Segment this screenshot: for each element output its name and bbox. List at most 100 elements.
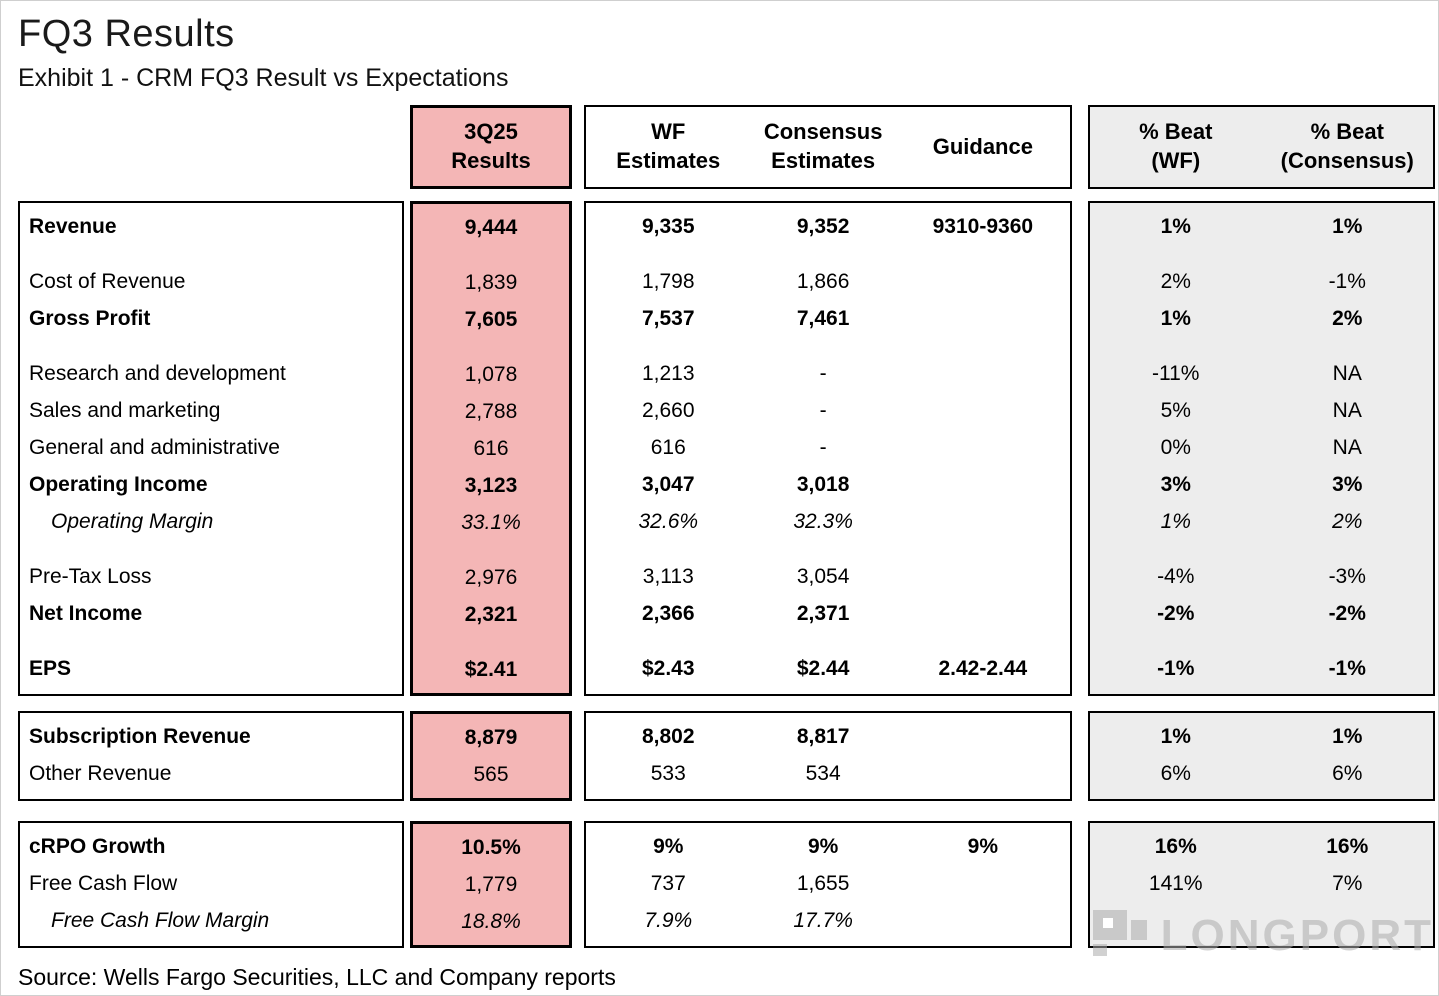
beat-values-row: 1% 1% [1090,208,1433,245]
beat-consensus-value: 2% [1332,509,1363,533]
beat-values-row: 5% NA [1090,392,1433,429]
header-estimates-group: WF Estimates Consensus Estimates Guidanc… [584,105,1072,189]
estimates-row: 3,047 3,018 [586,466,1070,503]
consensus-estimate-value: 1,866 [796,269,850,293]
row-label: Research and development [29,361,286,385]
table-header-row: 3Q25 Results WF Estimates Consensus Esti… [18,105,1438,189]
consensus-estimate-value: - [819,398,827,422]
estimates-row: 8,802 8,817 [586,718,1070,755]
table-section: Subscription Revenue Other Revenue 8,879 56… [18,711,1438,801]
estimates-row: $2.43 $2.44 2.42-2.44 [586,650,1070,687]
estimates-row: 1,213 - [586,355,1070,392]
beat-values-row: 6% 6% [1090,755,1433,792]
beat-consensus-value: NA [1332,435,1362,459]
table-section: cRPO Growth Free Cash Flow Free Cash Flow … [18,821,1438,948]
results-value: 3,123 [464,473,518,497]
estimates-row: 7.9% 17.7% [586,902,1070,939]
row-label: Cost of Revenue [29,269,186,293]
row-label: Gross Profit [29,306,151,330]
beat-consensus-value: NA [1332,398,1362,422]
consensus-estimate-value: 9% [807,834,839,858]
results-values-box: 10.5% 1,779 18.8% [410,821,572,948]
header-results-column: 3Q25 Results [410,105,572,189]
row-label: General and administrative [29,435,280,459]
spacer-row [413,541,569,559]
table-body: Revenue Cost of Revenue Gross Profit Resear… [18,201,1438,948]
beat-values-box: 16% 16% 141% 7% [1088,821,1435,948]
header-wf-estimates-label: WF Estimates [616,119,721,173]
estimates-values-box: 9% 9% 9% 737 1,655 7.9% 17.7% [584,821,1072,948]
guidance-value: 9310-9360 [932,214,1034,238]
beat-consensus-value: -1% [1328,656,1366,680]
consensus-estimate-value: 534 [805,761,841,785]
beat-values-row: 16% 16% [1090,828,1433,865]
beat-values-row: -1% -1% [1090,650,1433,687]
header-beat-wf-label: % Beat (WF) [1139,119,1213,173]
wf-estimate-value: 7.9% [644,908,693,932]
beat-values-row: 2% -1% [1090,263,1433,300]
estimates-row: 737 1,655 [586,865,1070,902]
wf-estimate-value: 737 [650,871,686,895]
spacer-row [20,337,402,355]
row-label: Net Income [29,601,143,625]
spacer-row [20,632,402,650]
beat-wf-value: 0% [1160,435,1191,459]
beat-consensus-value: 1% [1332,214,1363,238]
beat-values-row: 1% 2% [1090,503,1433,540]
exhibit-subtitle: Exhibit 1 - CRM FQ3 Result vs Expectatio… [18,64,509,92]
wf-estimate-value: 3,113 [642,564,694,588]
wf-estimate-value: 32.6% [638,509,699,533]
wf-estimate-value: 533 [650,761,686,785]
consensus-estimate-value: 7,461 [796,306,850,330]
wf-estimate-value: 2,366 [641,601,695,625]
estimates-row: 3,113 3,054 [586,558,1070,595]
beat-wf-value: 1% [1160,724,1191,748]
results-value: 2,976 [464,565,518,589]
beat-values-row: 3% 3% [1090,466,1433,503]
consensus-estimate-value: 17.7% [793,908,853,932]
estimates-row: 2,366 2,371 [586,595,1070,632]
spacer-row [586,337,1070,355]
spacer-row [1090,540,1433,558]
wf-estimate-value: 3,047 [641,472,695,496]
beat-values-row: -11% NA [1090,355,1433,392]
consensus-estimate-value: - [819,361,827,385]
beat-consensus-value: -2% [1328,601,1366,625]
results-value: 1,078 [464,362,518,386]
results-value: 33.1% [461,510,521,534]
page-title: FQ3 Results [18,13,235,55]
wf-estimate-value: 9% [653,834,684,858]
consensus-estimate-value: 32.3% [793,509,853,533]
wf-estimate-value: 2,660 [641,398,695,422]
wf-estimate-value: $2.43 [641,656,695,680]
beat-wf-value: 1% [1160,306,1191,330]
beat-consensus-value: -3% [1328,564,1366,588]
spacer-row [586,540,1070,558]
results-value: 10.5% [461,835,521,859]
wf-estimate-value: 9,335 [641,214,695,238]
beat-values-box: 1% 1% 6% 6% [1088,711,1435,801]
beat-wf-value: -11% [1152,361,1200,385]
row-label: Free Cash Flow Margin [51,908,270,932]
results-values-box: 9,444 1,839 7,605 1,078 2,788 616 3,123 33.1% 2,… [410,201,572,696]
results-value: $2.41 [464,657,518,681]
results-value: 7,605 [464,307,518,331]
results-value: 18.8% [461,909,521,933]
spacer-row [413,633,569,651]
spacer-row [1090,245,1433,263]
beat-values-row: 1% 1% [1090,718,1433,755]
beat-wf-value: 141% [1148,871,1203,895]
beat-values-row: 141% 7% [1090,865,1433,902]
results-value: 9,444 [464,215,518,239]
consensus-estimate-value: 3,018 [796,472,850,496]
row-label: Operating Income [29,472,208,496]
spacer-row [20,540,402,558]
header-beat-group: % Beat (WF) % Beat (Consensus) [1088,105,1435,189]
row-label: Operating Margin [51,509,214,533]
beat-values-box: 1% 1% 2% -1% 1% 2% -11% NA 5% NA 0% NA 3% 3% 1% 2% -4% -3… [1088,201,1435,696]
row-label: cRPO Growth [29,834,166,858]
beat-consensus-value: 7% [1332,871,1363,895]
guidance-value: 9% [967,834,999,858]
beat-values-row: 1% 2% [1090,300,1433,337]
beat-wf-value: 1% [1160,214,1191,238]
